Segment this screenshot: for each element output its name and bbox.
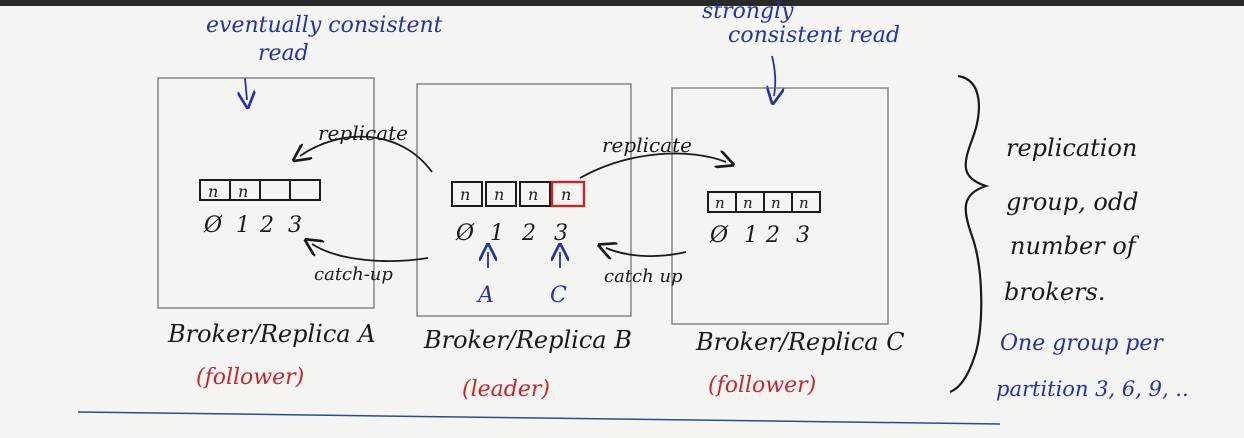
broker-b-cell-2: n [528, 185, 538, 204]
catchup-left-label: catch-up [314, 264, 393, 285]
replicate-right-label: replicate [602, 133, 692, 157]
catchup-right-label: catch up [604, 266, 683, 287]
broker-a-box [157, 77, 375, 309]
side-note-line-4: brokers. [1004, 278, 1105, 306]
broker-b-role: (leader) [462, 377, 550, 402]
broker-c-box [671, 87, 889, 325]
broker-b-cell-0: n [460, 185, 470, 204]
side-note: replication group, odd number of brokers… [996, 134, 1189, 401]
eventual-read-label-2: read [258, 41, 309, 66]
broker-c-cell-3: n [799, 194, 809, 212]
broker-b-cell-1: n [494, 185, 504, 204]
eventual-read-label-1: eventually consistent [206, 13, 443, 38]
side-note-line-3: number of [1010, 232, 1140, 260]
broker-b-offset-0: Ø [455, 221, 475, 246]
broker-b-offset-3: 3 [554, 221, 568, 246]
broker-c-cell-2: n [771, 194, 781, 212]
pointer-c-label: C [550, 283, 567, 308]
broker-c-cell-0: n [715, 194, 725, 212]
broker-c-name: Broker/Replica C [695, 328, 905, 356]
catchup-right-arrow [606, 248, 687, 256]
broker-c-offset-1: 1 [744, 223, 758, 248]
side-note-line-1: replication [1006, 134, 1137, 162]
broker-c-offset-2: 2 [765, 223, 780, 248]
top-border [0, 0, 1244, 6]
broker-b-name: Broker/Replica B [423, 326, 632, 354]
broker-a-offset-3: 3 [288, 213, 302, 238]
replicate-left-arrow [300, 135, 433, 173]
bottom-underline [77, 411, 1001, 425]
replicate-left-label: replicate [318, 121, 408, 145]
broker-a-cell-1: n [238, 182, 248, 201]
group-brace [949, 74, 990, 394]
broker-c-role: (follower) [708, 373, 816, 398]
eventual-read-arrow [245, 77, 247, 100]
strong-read-label-1: strongly [702, 0, 794, 24]
broker-a-offset-0: Ø [203, 213, 223, 238]
broker-a-cell-0: n [208, 182, 218, 201]
side-note-line-6: partition 3, 6, 9, .. [996, 377, 1189, 401]
broker-b-log: n n n n Ø 1 2 3 A C [451, 180, 586, 308]
broker-c-offset-3: 3 [796, 223, 810, 248]
broker-a-role: (follower) [196, 365, 304, 390]
strong-read-arrow [772, 55, 775, 96]
broker-c-cell-1: n [743, 194, 753, 212]
broker-c-offset-0: Ø [709, 223, 729, 248]
pointer-a-label: A [476, 283, 494, 308]
strong-read-label-2: consistent read [728, 23, 900, 48]
broker-b-offset-2: 2 [521, 221, 536, 246]
broker-c-log: n n n n Ø 1 2 3 [707, 191, 821, 248]
broker-a-log: n n Ø 1 2 3 [199, 179, 321, 238]
side-note-line-2: group, odd [1006, 188, 1139, 216]
broker-a-offset-1: 1 [236, 213, 250, 238]
broker-a-offset-2: 2 [259, 213, 274, 238]
replicate-right-arrow [579, 154, 726, 179]
broker-b-cell-3: n [561, 185, 571, 204]
catchup-left-arrow [312, 244, 429, 262]
side-note-line-5: One group per [1000, 331, 1164, 356]
broker-a-name: Broker/Replica A [167, 320, 376, 348]
broker-b-box [416, 83, 632, 317]
broker-b-offset-1: 1 [490, 221, 504, 246]
